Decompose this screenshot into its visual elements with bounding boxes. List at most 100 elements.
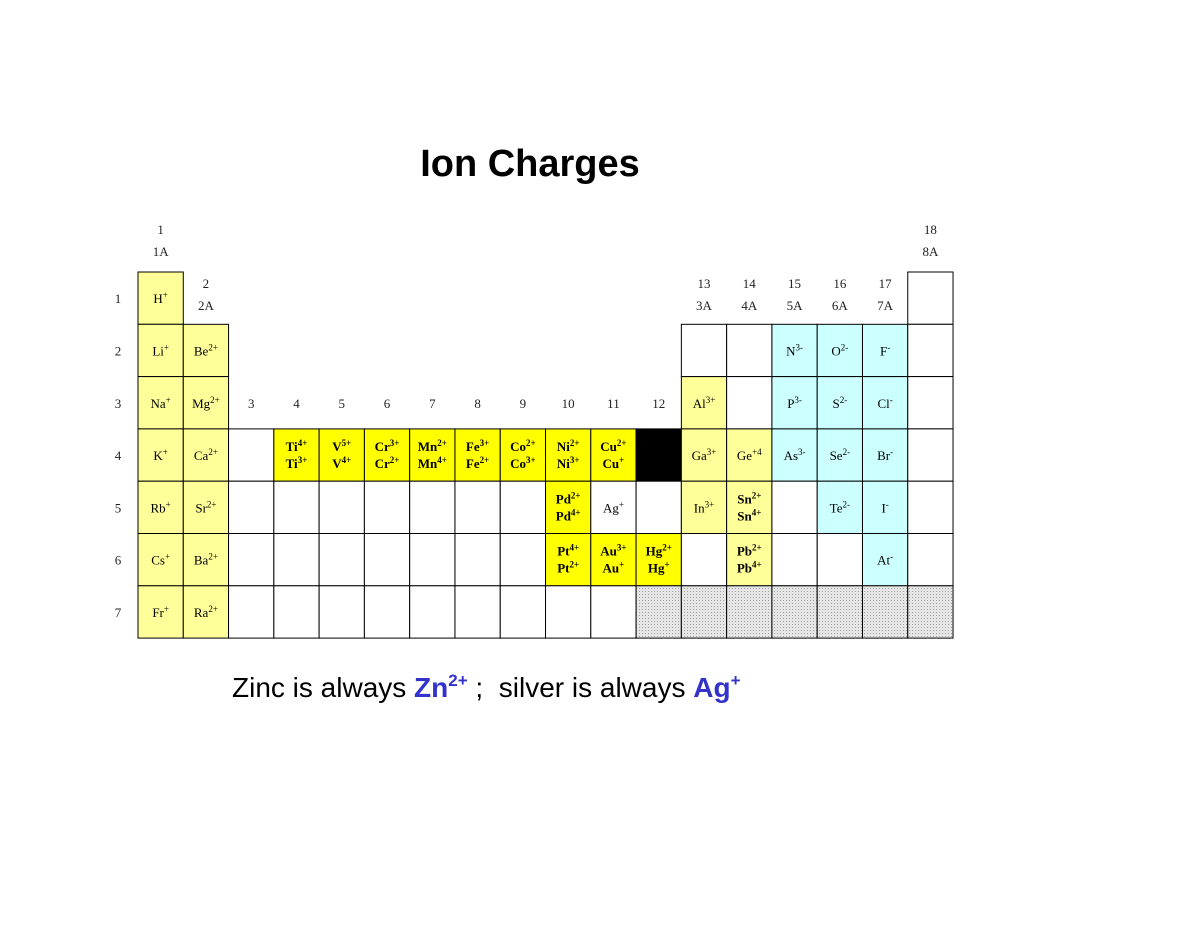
ion: Ni3+ [557, 455, 580, 471]
ion-charge: 3+ [480, 438, 490, 448]
ion-charge: + [163, 447, 168, 457]
ion-charge: 3+ [298, 455, 308, 465]
ion-symbol: Cl [877, 396, 890, 411]
period-label: 7 [115, 605, 122, 620]
ion-symbol: Pb [737, 561, 752, 576]
cell [499, 428, 547, 482]
ion-charge: + [165, 552, 170, 562]
periodic-table: H+Li+ Be2+ N3- O2- F-Na+ Mg2+ Al3+ P3- S2- Cl-K+ C… [115, 222, 954, 639]
ion-charge: +4 [752, 447, 762, 457]
ion: V4+ [332, 455, 351, 471]
cell [726, 585, 773, 639]
period-label: 3 [115, 396, 122, 411]
ion-symbol: Sn [737, 508, 752, 523]
ion: Sr2+ [195, 499, 216, 515]
ion-charge: 2- [843, 447, 851, 457]
ion-symbol: Te [830, 500, 843, 515]
cell [680, 323, 728, 378]
ion: Fe2+ [466, 455, 489, 471]
cell [635, 428, 682, 482]
ion: At- [877, 552, 893, 568]
ion-symbol: Fr [152, 605, 164, 620]
cell [726, 376, 773, 430]
ion: Ni2+ [557, 438, 580, 454]
cell [907, 480, 954, 535]
cell [499, 585, 547, 639]
cell [590, 428, 637, 482]
ion-charge: + [164, 342, 169, 352]
ion: Pd4+ [556, 507, 581, 523]
cell [182, 376, 230, 430]
cell [635, 585, 682, 639]
ion-symbol: Mn [418, 439, 438, 454]
ion: Se2- [830, 447, 851, 463]
ion: Ge+4 [737, 447, 762, 463]
ion-symbol: Zn [646, 448, 663, 463]
ion-symbol: Mg [192, 396, 211, 411]
ion: Cu2+ [600, 438, 626, 454]
ion: Au3+ [600, 543, 626, 559]
ion-symbol: Pt [557, 561, 570, 576]
ion-symbol: Na [151, 396, 166, 411]
ion: Au+ [603, 560, 625, 576]
ion-symbol: N [786, 343, 796, 358]
ion: H+ [153, 290, 167, 306]
group-label: 3A [696, 298, 713, 313]
ion-charge: + [164, 604, 169, 614]
ion-charge: 2- [842, 499, 850, 509]
ion-charge: 3- [796, 342, 804, 352]
ion: Hg+ [648, 560, 670, 576]
ion: Cu+ [603, 455, 625, 471]
ion-charge: + [664, 560, 669, 570]
ion-charge: 4+ [569, 543, 579, 553]
cell [318, 480, 365, 535]
group-label: 7A [877, 298, 894, 313]
cell [182, 533, 230, 587]
ion-symbol: Au [600, 544, 617, 559]
ion-charge: 2+ [569, 560, 579, 570]
ion: N3- [786, 342, 803, 358]
ion-symbol: Se [830, 448, 843, 463]
ion-charge: - [890, 395, 893, 405]
ion-charge: 2- [840, 395, 848, 405]
ion-symbol: O [831, 343, 840, 358]
cell [816, 376, 863, 430]
ion: Cr2+ [375, 455, 400, 471]
cell [816, 533, 863, 587]
ion-symbol: Ca [194, 448, 209, 463]
ion: S2- [832, 395, 847, 411]
cell [137, 323, 184, 378]
cell [454, 480, 501, 535]
ion: Pd2+ [556, 490, 581, 506]
ion: Cs+ [151, 552, 170, 568]
cell [907, 428, 954, 482]
cell [545, 428, 592, 482]
cell [907, 323, 954, 378]
cell [228, 585, 275, 639]
ion-charge: 4+ [342, 455, 352, 465]
group-number: 10 [562, 396, 575, 411]
cell [635, 480, 682, 535]
cell [726, 323, 773, 378]
cell [907, 585, 954, 639]
cell [409, 480, 456, 535]
ion-charge: 4+ [298, 438, 308, 448]
ion: Li+ [152, 342, 169, 358]
cell [409, 585, 456, 639]
cell [861, 323, 909, 378]
ion-symbol: Ti [286, 439, 298, 454]
ion-symbol: Zn [414, 672, 448, 703]
cell [545, 533, 592, 587]
group-number: 11 [607, 396, 620, 411]
ion: Ra2+ [194, 604, 218, 620]
cell [680, 376, 728, 430]
ion-charge: 2- [841, 342, 849, 352]
ion-symbol: Hg [646, 544, 663, 559]
ion: O2- [831, 342, 848, 358]
cell [318, 533, 365, 587]
ion-symbol: Ra [194, 605, 209, 620]
ion: Te2- [830, 499, 850, 515]
ion-symbol: In [694, 500, 705, 515]
ion-symbol: Li [152, 343, 164, 358]
